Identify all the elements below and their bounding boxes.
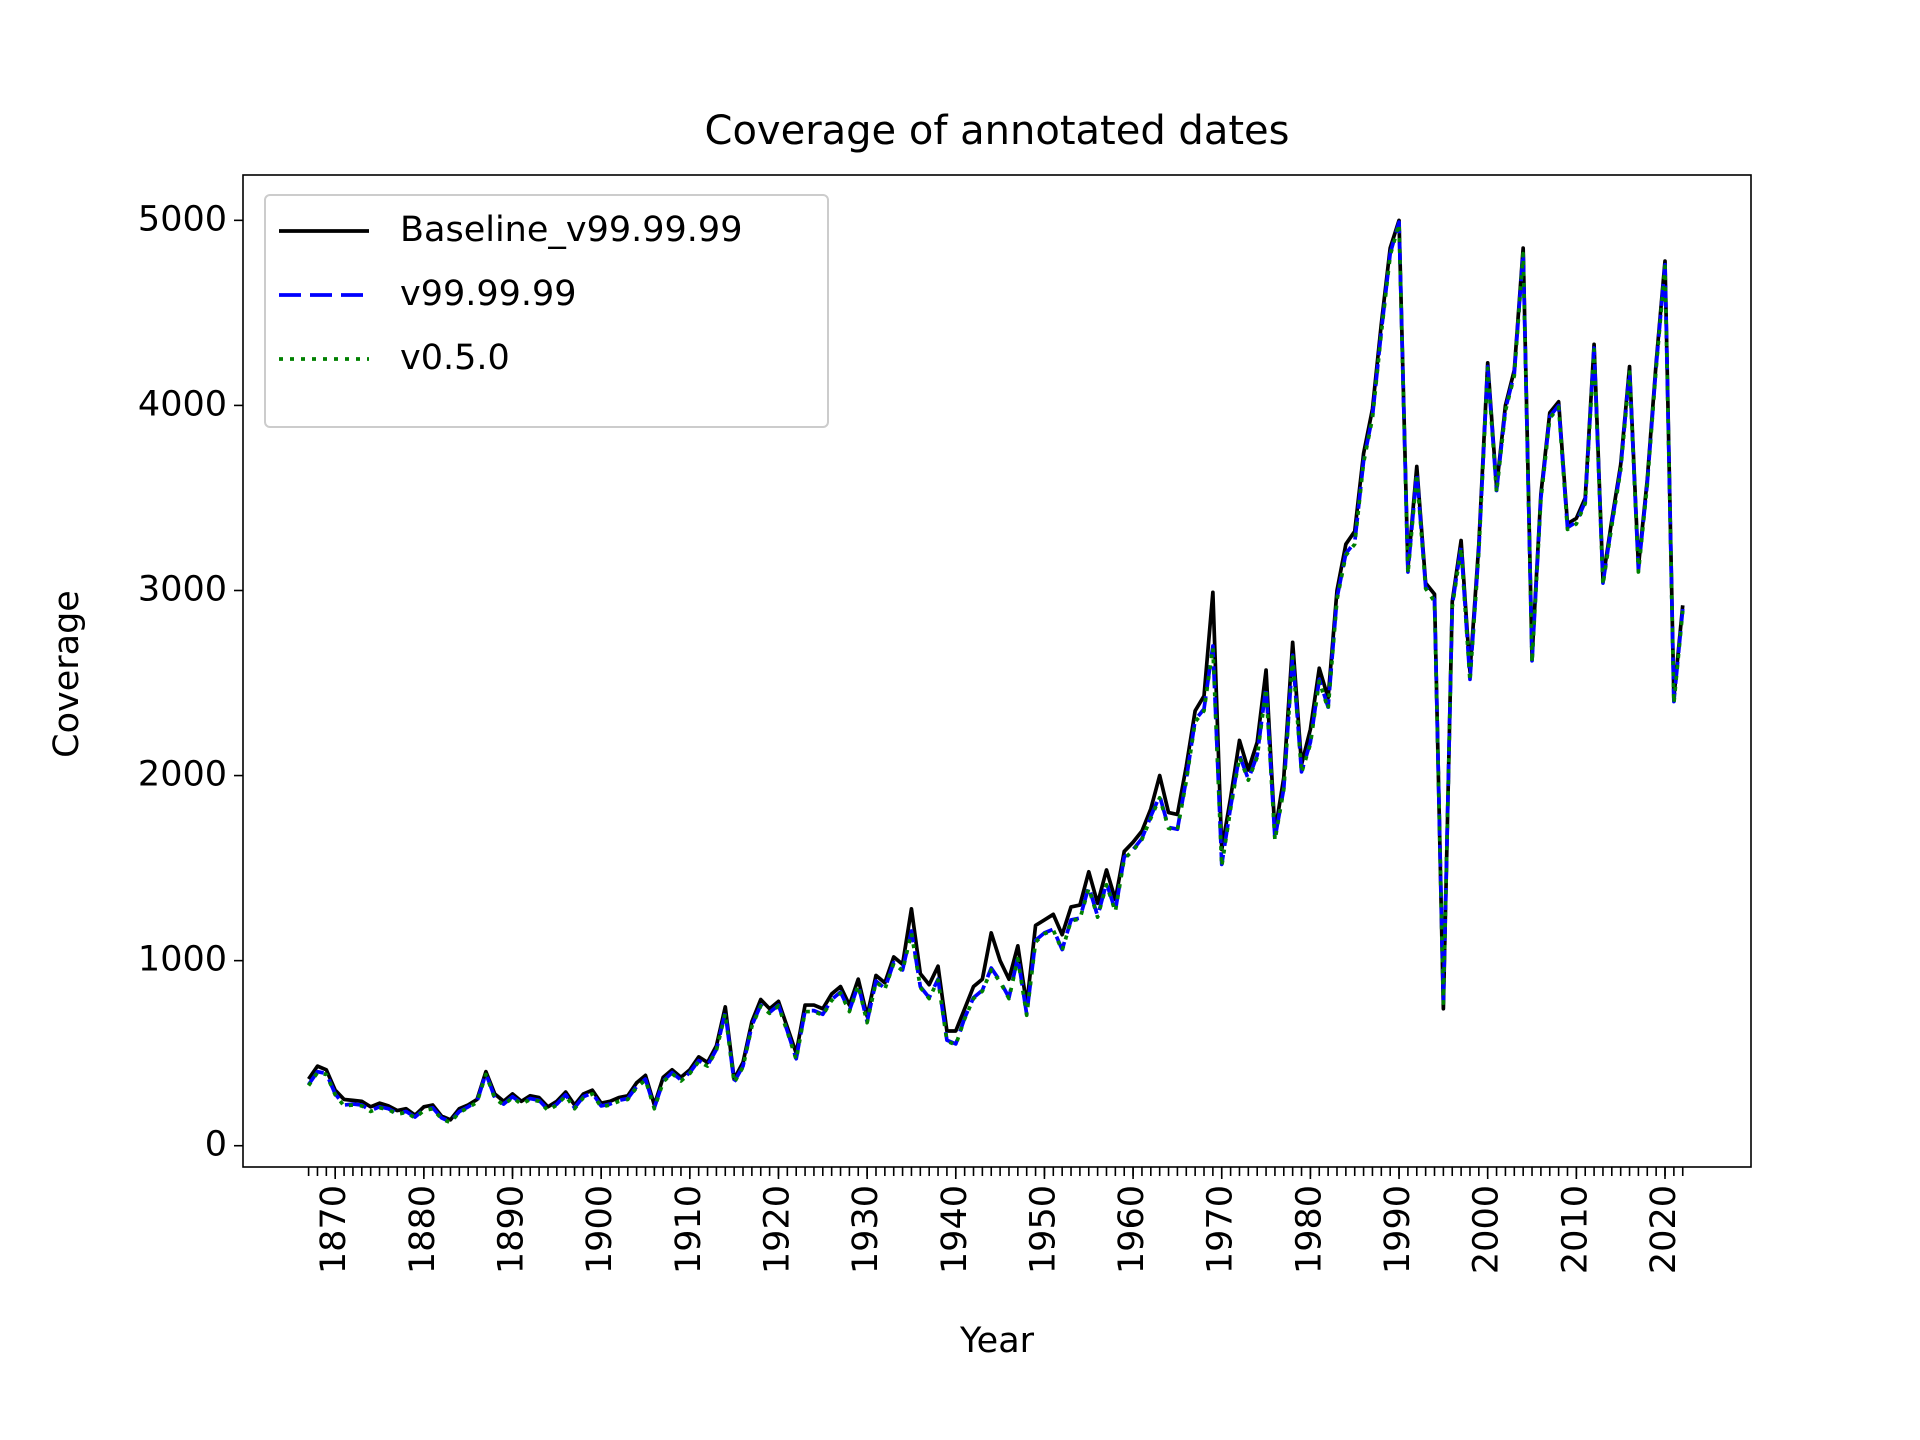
series-line	[307, 222, 1685, 1125]
y-tick-label: 1000	[138, 940, 227, 980]
y-tick-label: 0	[205, 1125, 227, 1165]
legend-label: Baseline_v99.99.99	[400, 210, 742, 250]
x-tick-label: 1920	[757, 1185, 797, 1274]
x-tick-label: 2020	[1644, 1185, 1684, 1274]
x-tick-label: 1990	[1378, 1185, 1418, 1274]
y-axis-label: Coverage	[47, 590, 87, 758]
y-tick-label: 4000	[138, 384, 227, 424]
x-tick-label: 1870	[314, 1185, 354, 1274]
x-tick-label: 1970	[1201, 1185, 1241, 1274]
legend-label: v0.5.0	[400, 338, 510, 378]
x-tick-label: 1930	[846, 1185, 886, 1274]
x-tick-label: 1880	[403, 1185, 443, 1274]
x-tick-label: 2000	[1467, 1185, 1507, 1274]
axes-frame	[242, 174, 1752, 1168]
x-axis-label: Year	[959, 1321, 1035, 1361]
y-tick-label: 5000	[138, 199, 227, 239]
x-tick-label: 1960	[1112, 1185, 1152, 1274]
x-tick-label: 1890	[492, 1185, 532, 1274]
x-tick-label: 1900	[580, 1185, 620, 1274]
chart-title: Coverage of annotated dates	[705, 108, 1290, 154]
x-tick-label: 1950	[1023, 1185, 1063, 1274]
y-tick-label: 2000	[138, 755, 227, 795]
x-tick-label: 1910	[669, 1185, 709, 1274]
x-tick-label: 2010	[1555, 1185, 1595, 1274]
x-tick-label: 1940	[935, 1185, 975, 1274]
y-tick-label: 3000	[138, 569, 227, 609]
legend-label: v99.99.99	[400, 274, 577, 314]
x-tick-label: 1980	[1289, 1185, 1329, 1274]
legend-box	[264, 194, 829, 428]
